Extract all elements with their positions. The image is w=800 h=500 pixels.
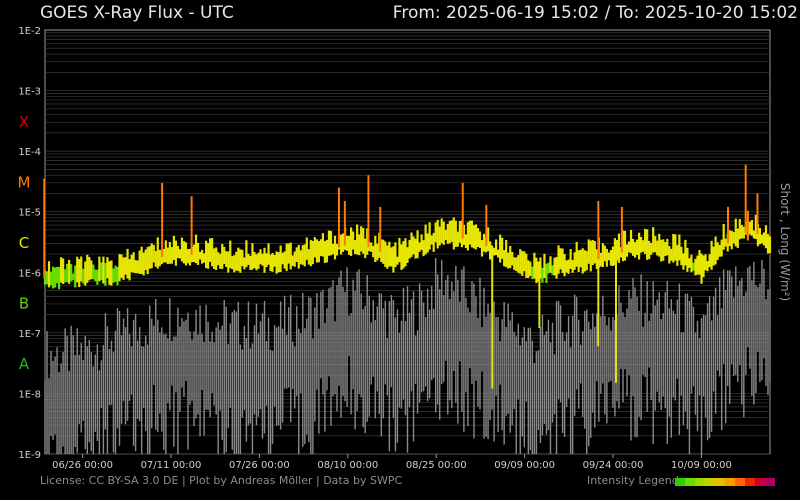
y-tick-label: 1E-5: [18, 208, 41, 219]
chart-title: GOES X-Ray Flux - UTC: [40, 3, 234, 23]
x-axis-ticks: 06/26 00:00 07/11 00:00 07/26 00:00 08/10 0…: [52, 454, 732, 471]
intensity-swatch: [735, 478, 745, 486]
y-tick-label: 1E-8: [18, 389, 41, 400]
y-axis-ticks: 1E-2 1E-3 1E-4 1E-5 1E-6 1E-7 1E-8 1E-9: [18, 26, 41, 461]
flare-class-b: B: [19, 295, 29, 313]
intensity-swatch: [705, 478, 715, 486]
x-tick-label: 07/26 00:00: [229, 460, 290, 471]
intensity-legend-label: Intensity Legend: [587, 474, 679, 487]
flare-class-labels: X M C B A: [18, 113, 31, 373]
flare-class-m: M: [18, 173, 31, 191]
intensity-swatch: [745, 478, 755, 486]
y-axis-label: Short , Long (W/m²): [778, 183, 792, 301]
long-series: [43, 164, 772, 389]
x-tick-label: 09/24 00:00: [583, 460, 644, 471]
y-tick-label: 1E-4: [18, 147, 41, 158]
intensity-swatch: [685, 478, 695, 486]
y-tick-label: 1E-9: [18, 450, 41, 461]
y-tick-label: 1E-6: [18, 268, 41, 279]
date-range-label: From: 2025-06-19 15:02 / To: 2025-10-20 …: [392, 3, 798, 23]
intensity-swatch: [765, 478, 775, 486]
y-tick-label: 1E-3: [18, 87, 41, 98]
intensity-swatch: [725, 478, 735, 486]
x-tick-label: 09/09 00:00: [494, 460, 555, 471]
intensity-swatch: [715, 478, 725, 486]
intensity-swatch: [695, 478, 705, 486]
flare-class-a: A: [19, 355, 30, 373]
flare-class-c: C: [19, 234, 29, 252]
intensity-swatch: [755, 478, 765, 486]
x-tick-label: 08/10 00:00: [317, 460, 378, 471]
credits-footer: License: CC BY-SA 3.0 DE | Plot by Andre…: [40, 474, 403, 487]
short-series: [44, 258, 771, 454]
x-tick-label: 08/25 00:00: [406, 460, 467, 471]
x-tick-label: 06/26 00:00: [52, 460, 113, 471]
x-tick-label: 10/09 00:00: [671, 460, 732, 471]
x-tick-label: 07/11 00:00: [141, 460, 202, 471]
y-tick-label: 1E-7: [18, 329, 41, 340]
y-tick-label: 1E-2: [18, 26, 41, 37]
intensity-swatch: [675, 478, 685, 486]
flare-class-x: X: [19, 113, 29, 131]
